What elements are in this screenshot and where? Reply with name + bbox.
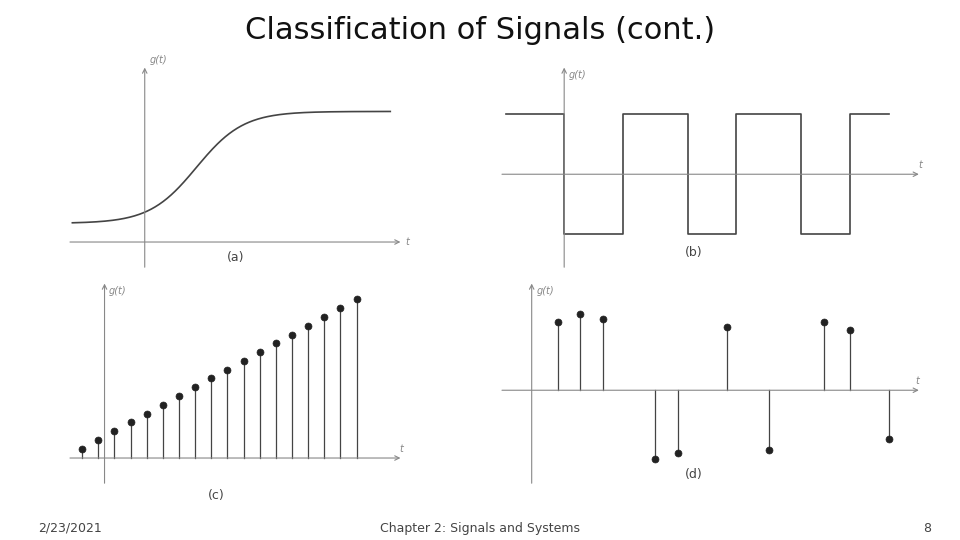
Text: (d): (d) <box>685 468 703 481</box>
Text: Classification of Signals (cont.): Classification of Signals (cont.) <box>245 16 715 45</box>
Text: g(t): g(t) <box>108 286 126 296</box>
Text: t: t <box>919 160 923 170</box>
Text: (c): (c) <box>208 489 225 502</box>
Text: t: t <box>406 237 410 247</box>
Text: (a): (a) <box>227 251 244 264</box>
Text: 8: 8 <box>924 522 931 535</box>
Text: g(t): g(t) <box>150 55 168 65</box>
Text: (b): (b) <box>685 246 703 259</box>
Text: 2/23/2021: 2/23/2021 <box>38 522 102 535</box>
Text: g(t): g(t) <box>537 286 554 296</box>
Text: g(t): g(t) <box>569 70 587 80</box>
Text: t: t <box>399 444 403 454</box>
Text: t: t <box>915 376 919 386</box>
Text: Chapter 2: Signals and Systems: Chapter 2: Signals and Systems <box>380 522 580 535</box>
